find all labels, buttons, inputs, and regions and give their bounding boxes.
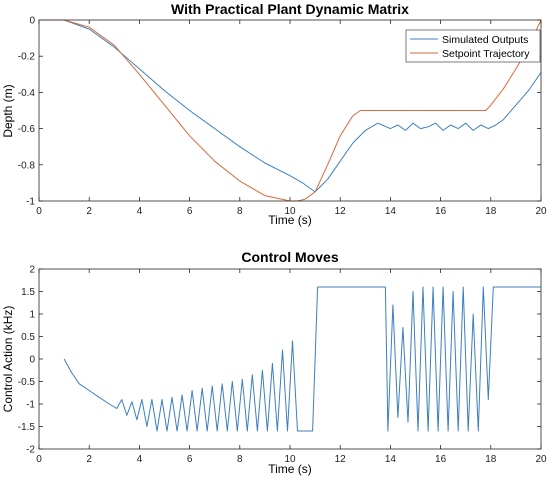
depth-chart-ytick-label: -0.6 [18, 124, 36, 135]
legend-box [405, 29, 541, 63]
legend-label-simulated-outputs: Simulated Outputs [442, 34, 528, 46]
depth-chart-xtick-label: 14 [385, 206, 397, 217]
depth-chart-ytick-label: -1 [26, 197, 35, 208]
depth-chart-axes-box [38, 19, 542, 202]
depth-chart-xtick-label: 20 [535, 206, 547, 217]
depth-chart-title: With Practical Plant Dynamic Matrix [171, 1, 409, 17]
depth-chart-xtick-label: 4 [137, 206, 143, 217]
depth-chart-legend: Simulated Outputs Setpoint Trajectory [405, 29, 541, 63]
depth-chart-xtick-label: 10 [284, 206, 296, 217]
control-chart-ytick-label: 1.5 [21, 287, 35, 298]
legend-label-setpoint-trajectory: Setpoint Trajectory [442, 48, 530, 60]
control-chart-xtick-label: 6 [187, 454, 193, 465]
control-chart-xtick-label: 20 [535, 454, 547, 465]
control-chart-xtick-label: 12 [335, 454, 347, 465]
depth-chart-xtick-label: 18 [485, 206, 497, 217]
depth-chart-xtick-label: 8 [237, 206, 243, 217]
depth-chart-ytick-label: -0.8 [18, 160, 36, 171]
depth-chart-lines [39, 19, 542, 202]
control-chart-xtick-label: 14 [385, 454, 397, 465]
control-chart-xtick-label: 4 [137, 454, 143, 465]
depth-chart-ylabel: Depth (m) [1, 84, 15, 137]
depth-chart-ytick-label: -0.2 [18, 52, 36, 63]
depth-chart-line-simulated-outputs [39, 19, 542, 193]
depth-chart-line-setpoint-trajectory [39, 19, 542, 202]
control-chart-xlabel: Time (s) [268, 462, 312, 476]
depth-chart-xtick-label: 16 [435, 206, 447, 217]
control-chart-ytick-label: -1 [26, 400, 35, 411]
control-chart-title: Control Moves [241, 249, 338, 265]
control-chart-ytick-label: 0.5 [21, 332, 35, 343]
control-chart-axes-box [38, 268, 542, 450]
control-chart-ytick-label: 1 [29, 310, 35, 321]
control-chart-ytick-label: 2 [29, 265, 35, 276]
depth-chart-ticks: 0 2 4 6 8 10 12 14 16 18 20 0 -0.2 -0.4 -0.6 -0.8 -1 [18, 16, 547, 218]
control-chart-xtick-label: 2 [86, 454, 92, 465]
control-chart-xtick-label: 18 [485, 454, 497, 465]
depth-chart-xlabel: Time (s) [268, 213, 312, 227]
control-chart: Control Moves Time (s) Control Action (k… [1, 249, 547, 476]
depth-chart-ytick-label: 0 [29, 16, 35, 27]
control-chart-ytick-label: -1.5 [18, 422, 36, 433]
control-chart-ylabel: Control Action (kHz) [1, 306, 15, 413]
control-chart-ytick-label: -0.5 [18, 377, 36, 388]
depth-chart: With Practical Plant Dynamic Matrix Time… [1, 1, 547, 227]
control-chart-xtick-label: 0 [36, 454, 42, 465]
control-chart-xtick-label: 16 [435, 454, 447, 465]
control-chart-line-series-0 [63, 286, 541, 432]
depth-chart-ytick-label: -0.4 [18, 88, 36, 99]
control-chart-xtick-label: 8 [237, 454, 243, 465]
depth-chart-xtick-label: 12 [335, 206, 347, 217]
depth-chart-xtick-label: 2 [86, 206, 92, 217]
depth-chart-xtick-label: 6 [187, 206, 193, 217]
control-chart-ytick-label: -2 [26, 445, 35, 456]
control-chart-ticks: 0 2 4 6 8 10 12 14 16 18 20 2 1.5 1 0.5 0 -0.5 -1 -1.5 -2 [18, 265, 547, 466]
depth-chart-xtick-label: 0 [36, 206, 42, 217]
control-chart-lines [63, 286, 541, 432]
control-chart-ytick-label: 0 [29, 355, 35, 366]
control-chart-xtick-label: 10 [284, 454, 296, 465]
